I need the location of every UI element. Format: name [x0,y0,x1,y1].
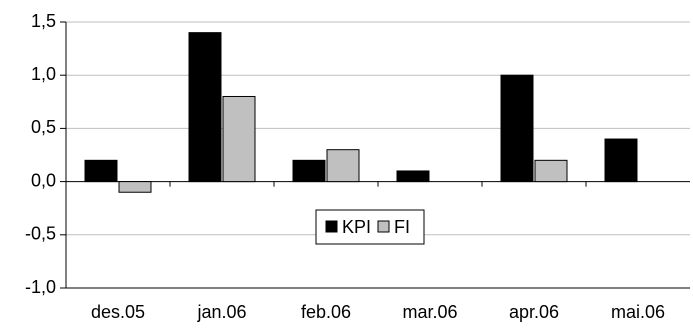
y-tick-label-4: -0,5 [25,224,56,244]
y-tick-label-0: 1,5 [31,11,56,31]
bar-kpi-5 [604,138,638,183]
bar-kpi-1 [188,32,222,183]
y-tick-label-5: -1,0 [25,277,56,297]
bar-kpi-0 [84,159,118,183]
legend-fi-label: FI [394,217,410,237]
bar-kpi-3 [396,170,430,183]
x-category-label-4: apr.06 [509,302,559,322]
bar-fi-1 [222,95,256,183]
x-category-label-0: des.05 [91,302,145,322]
bar-kpi-4 [500,74,534,183]
y-tick-label-2: 0,5 [31,117,56,137]
x-category-label-1: jan.06 [196,302,246,322]
y-tick-label-1: 1,0 [31,64,56,84]
x-category-label-2: feb.06 [301,302,351,322]
legend-fi-swatch [377,220,390,233]
legend-kpi-label: KPI [342,217,371,237]
bar-fi-0 [118,181,152,193]
x-category-label-5: mai.06 [611,302,665,322]
legend-kpi-swatch [325,220,338,233]
bar-kpi-2 [292,159,326,183]
bar-fi-2 [326,149,360,183]
legend-box [315,209,425,245]
bar-fi-4 [534,159,568,183]
y-tick-label-3: 0,0 [31,170,56,190]
x-category-label-3: mar.06 [402,302,457,322]
